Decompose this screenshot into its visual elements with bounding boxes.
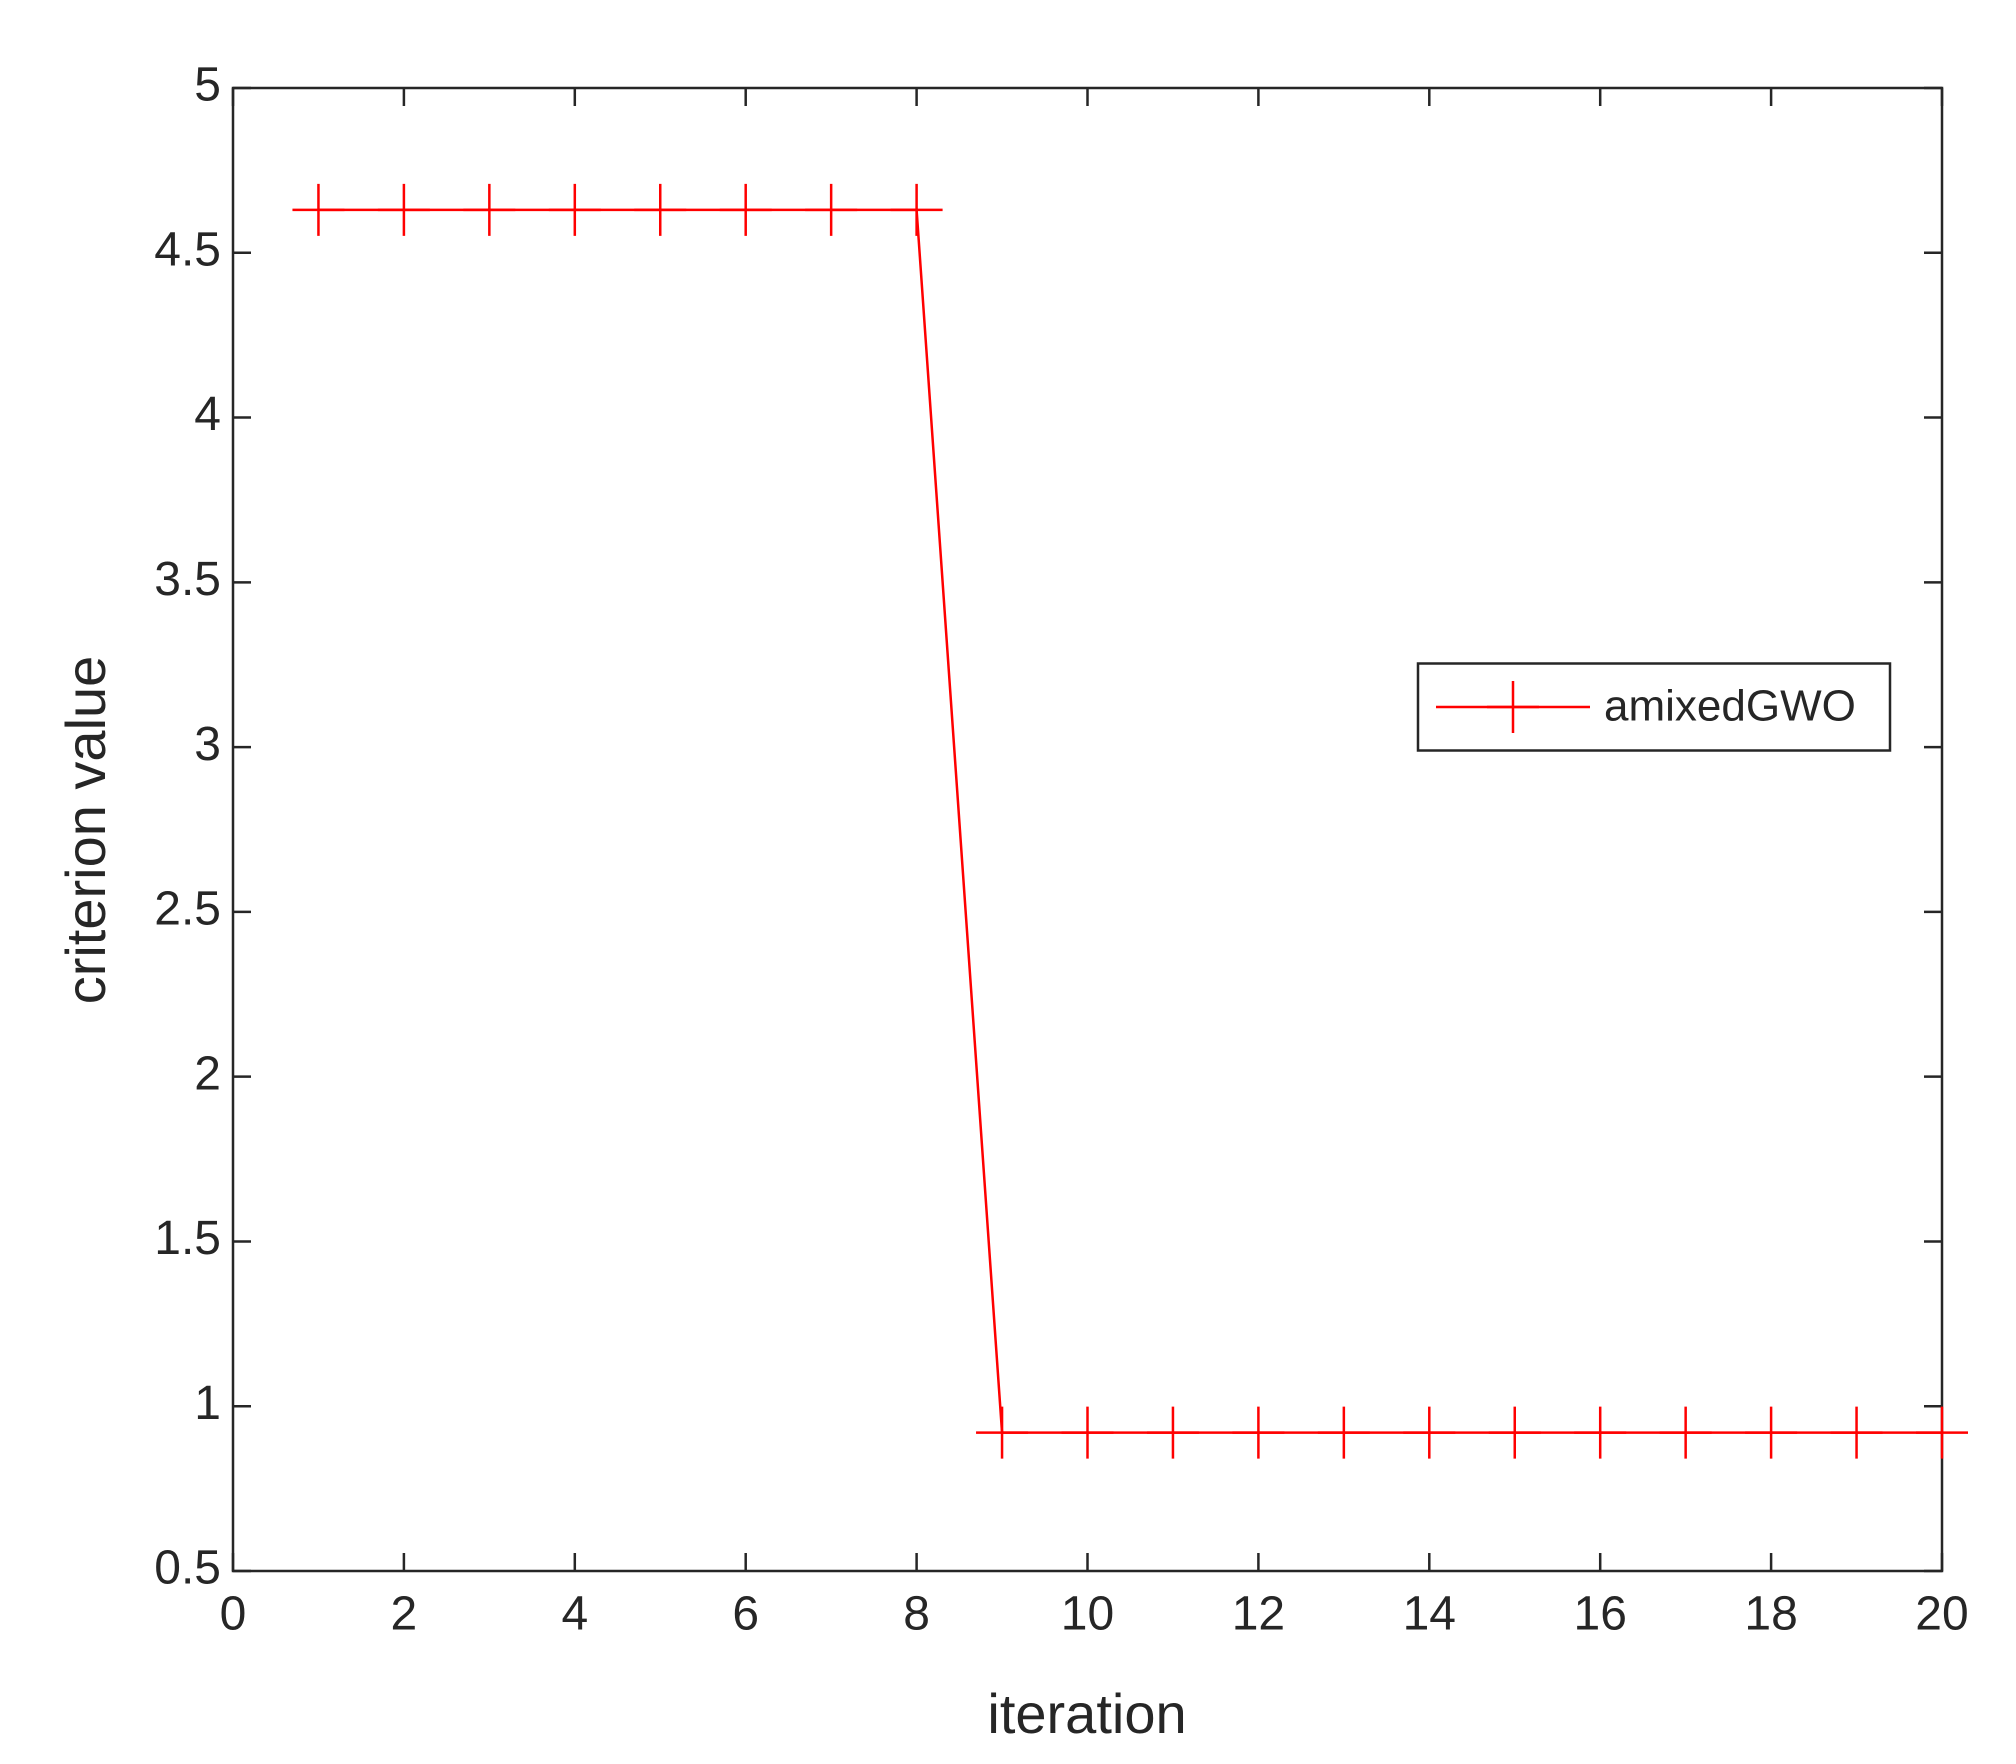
- x-tick-label: 6: [732, 1588, 759, 1641]
- legend-label: amixedGWO: [1604, 682, 1856, 731]
- x-tick-label: 2: [391, 1588, 418, 1641]
- x-tick-label: 14: [1403, 1588, 1456, 1641]
- y-tick-label: 3.5: [154, 553, 221, 606]
- marker: [1488, 1406, 1541, 1459]
- x-tick-label: 18: [1744, 1588, 1797, 1641]
- marker: [805, 183, 858, 236]
- marker: [1659, 1406, 1712, 1459]
- marker: [719, 183, 772, 236]
- y-tick-label: 2.5: [154, 883, 221, 936]
- marker: [1745, 1406, 1798, 1459]
- y-tick-label: 4.5: [154, 223, 221, 276]
- x-tick-label: 4: [561, 1588, 588, 1641]
- marker: [1830, 1406, 1883, 1459]
- marker: [1061, 1406, 1114, 1459]
- marker: [890, 183, 943, 236]
- x-tick-label: 8: [903, 1588, 930, 1641]
- line: [318, 208, 1942, 1434]
- marker: [1317, 1406, 1370, 1459]
- y-tick-label: 5: [194, 59, 221, 112]
- x-tick-label: 12: [1232, 1588, 1285, 1641]
- y-tick-label: 4: [194, 388, 221, 441]
- marker: [1146, 1406, 1199, 1459]
- y-tick-label: 1.5: [154, 1212, 221, 1265]
- marker: [1403, 1406, 1456, 1459]
- marker: [976, 1406, 1029, 1459]
- x-tick-label: 0: [220, 1588, 247, 1641]
- x-axis-label: iteration: [987, 1682, 1186, 1745]
- y-axis-label: criterion value: [54, 656, 117, 1005]
- y-tick-label: 0.5: [154, 1542, 221, 1595]
- marker: [292, 183, 345, 236]
- y-tick-label: 3: [194, 718, 221, 771]
- marker: [463, 183, 516, 236]
- plot-frame: [231, 86, 1944, 1573]
- y-tick-label: 2: [194, 1047, 221, 1100]
- marker: [1916, 1406, 1968, 1459]
- legend-box: [1416, 662, 1892, 752]
- y-tick-label: 1: [194, 1377, 221, 1430]
- marker: [377, 183, 430, 236]
- x-tick-label: 20: [1915, 1588, 1968, 1641]
- marker: [548, 183, 601, 236]
- marker: [1232, 1406, 1285, 1459]
- marker: [1574, 1406, 1627, 1459]
- legend-marker: [1487, 681, 1539, 733]
- x-tick-label: 10: [1061, 1588, 1114, 1641]
- x-tick-label: 16: [1574, 1588, 1627, 1641]
- marker: [634, 183, 687, 236]
